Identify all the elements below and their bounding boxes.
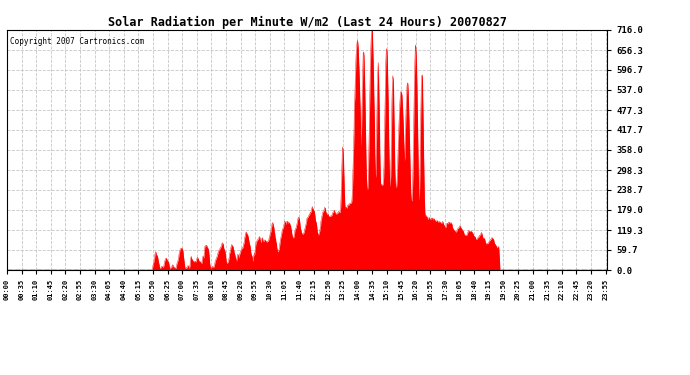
Text: Copyright 2007 Cartronics.com: Copyright 2007 Cartronics.com [10, 37, 144, 46]
Title: Solar Radiation per Minute W/m2 (Last 24 Hours) 20070827: Solar Radiation per Minute W/m2 (Last 24… [108, 16, 506, 29]
